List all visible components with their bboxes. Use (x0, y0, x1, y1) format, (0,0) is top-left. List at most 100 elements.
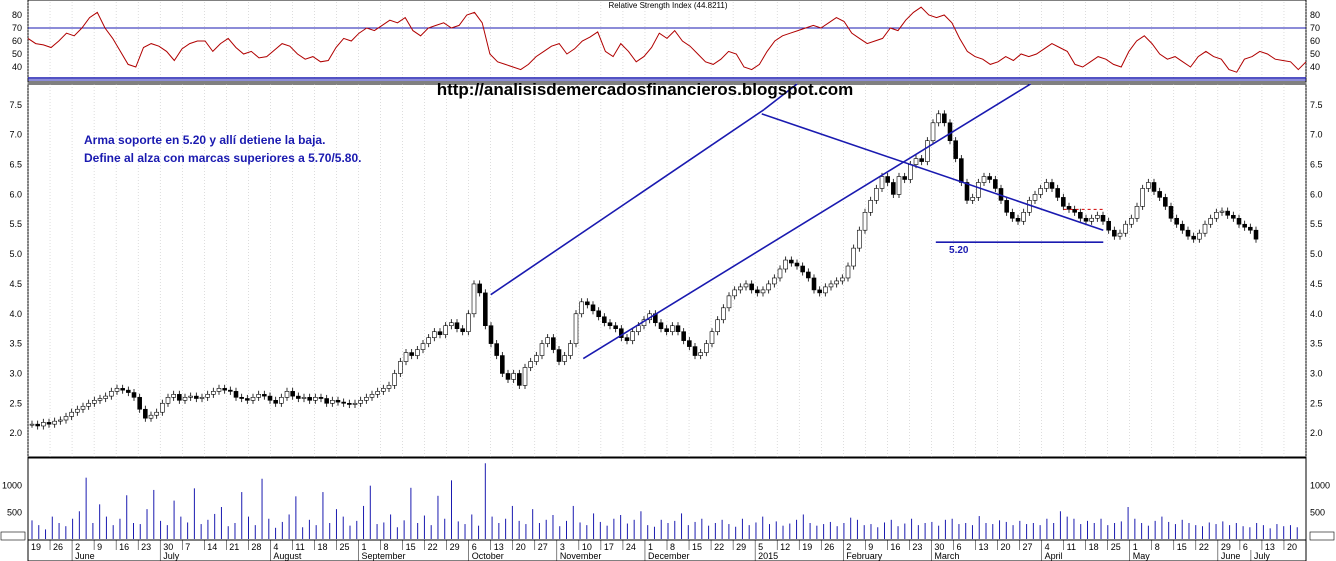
candle-body (426, 337, 431, 344)
candle-body (1242, 223, 1247, 228)
candle-body (562, 355, 567, 362)
candle-body (1027, 200, 1032, 213)
candle-body (182, 397, 188, 401)
candle-body (913, 158, 919, 165)
candle-body (341, 401, 346, 404)
candle-body (41, 422, 46, 427)
day-label: 15 (1177, 542, 1187, 552)
candle-body (964, 182, 970, 201)
day-label: 6 (1243, 542, 1248, 552)
candle-body (709, 331, 715, 344)
candle-body (885, 176, 890, 183)
price-tick-label: 6.5 (9, 160, 22, 170)
day-label: 21 (229, 542, 239, 552)
candle-body (1185, 229, 1191, 237)
candle-body (987, 176, 992, 180)
day-label: 11 (1067, 542, 1076, 552)
candle-body (279, 397, 284, 404)
support-level-label: 5.20 (949, 245, 969, 256)
candle-body (806, 271, 811, 279)
candle-body (1021, 212, 1026, 222)
candle-body (409, 352, 414, 356)
candle-body (250, 397, 256, 401)
candle-body (222, 388, 227, 391)
trendline-upper-channel-extension (763, 83, 798, 111)
blog-url: http://analisisdemercadosfinancieros.blo… (437, 80, 854, 99)
price-tick-label: 6.0 (1310, 189, 1323, 199)
candle-body (103, 395, 108, 399)
candle-body (721, 307, 726, 321)
day-label: 20 (1287, 542, 1297, 552)
candle-body (902, 176, 907, 180)
candle-body (449, 322, 454, 327)
candle-body (500, 355, 505, 374)
candle-body (143, 408, 148, 419)
candle-body (471, 283, 477, 315)
price-tick-label: 2.0 (1310, 428, 1323, 438)
candle-body (874, 188, 879, 201)
candle-body (301, 397, 307, 399)
price-tick-label: 2.5 (1310, 398, 1323, 408)
candle-body (97, 398, 103, 401)
rsi-line (27, 6, 1307, 73)
day-label: 5 (758, 542, 763, 552)
candle-body (194, 395, 199, 399)
day-label: 26 (824, 542, 834, 552)
candle-body (687, 340, 692, 347)
candle-body (494, 343, 499, 356)
candle-body (908, 164, 913, 180)
trendline-upper-channel (490, 108, 765, 296)
candle-body (755, 289, 760, 294)
rsi-tick-label: 60 (12, 36, 22, 46)
volume-ticks-left: 500 1000 (2, 481, 22, 518)
candle-body (160, 402, 165, 413)
price-tick-label: 3.5 (1310, 339, 1323, 349)
price-ticks-right: 2.0 2.5 3.0 3.5 4.0 4.5 5.0 5.5 6.0 6.5 7.0 7.5 (1310, 100, 1323, 438)
candle-body (63, 416, 69, 421)
candle-body (1236, 217, 1242, 225)
candle-body (1197, 232, 1202, 240)
month-label: December (648, 551, 690, 561)
candle-body (681, 331, 686, 341)
candle-body (437, 331, 443, 335)
candle-body (936, 113, 941, 124)
trendlines (490, 83, 1104, 360)
volume-scale-box-left (0, 531, 26, 541)
candle-body (670, 325, 675, 332)
day-label: 20 (516, 542, 526, 552)
candle-body (1095, 214, 1100, 219)
rsi-ticks-right: 40 50 60 70 80 (1310, 10, 1320, 72)
candle-body (1100, 214, 1106, 222)
candle-body (1004, 200, 1009, 213)
candle-body (879, 176, 885, 189)
day-label: 15 (692, 542, 702, 552)
date-axis: 19 26 2 9 16 23 30 7 14 21 28 4 11 18 25 1 8 15 22 29 6 13 20 2… (27, 539, 1307, 561)
candle-body (732, 289, 737, 297)
day-label: 22 (1199, 542, 1209, 552)
candle-body (511, 373, 516, 380)
day-label: 22 (714, 542, 724, 552)
day-label: 8 (1155, 542, 1160, 552)
candle-body (330, 400, 335, 404)
price-tick-label: 4.5 (1310, 279, 1323, 289)
candle-body (930, 122, 936, 141)
price-tick-label: 2.0 (9, 428, 22, 438)
candle-body (483, 292, 488, 327)
rsi-tick-label: 80 (1310, 10, 1320, 20)
candle-body (1015, 217, 1021, 222)
price-tick-label: 7.5 (1310, 100, 1323, 110)
candle-body (477, 283, 482, 294)
day-label: 13 (1265, 542, 1275, 552)
candle-body (358, 400, 363, 404)
candle-body (743, 283, 749, 288)
rsi-tick-label: 80 (12, 10, 22, 20)
candle-body (1214, 212, 1219, 219)
day-label: 6 (472, 542, 477, 552)
volume-panel: 500 1000 500 1000 (0, 457, 1335, 541)
rsi-tick-label: 70 (12, 23, 22, 33)
candle-body (596, 310, 601, 318)
candle-body (233, 391, 239, 398)
day-label: 16 (119, 542, 129, 552)
day-label: 8 (670, 542, 675, 552)
candle-body (307, 397, 312, 401)
